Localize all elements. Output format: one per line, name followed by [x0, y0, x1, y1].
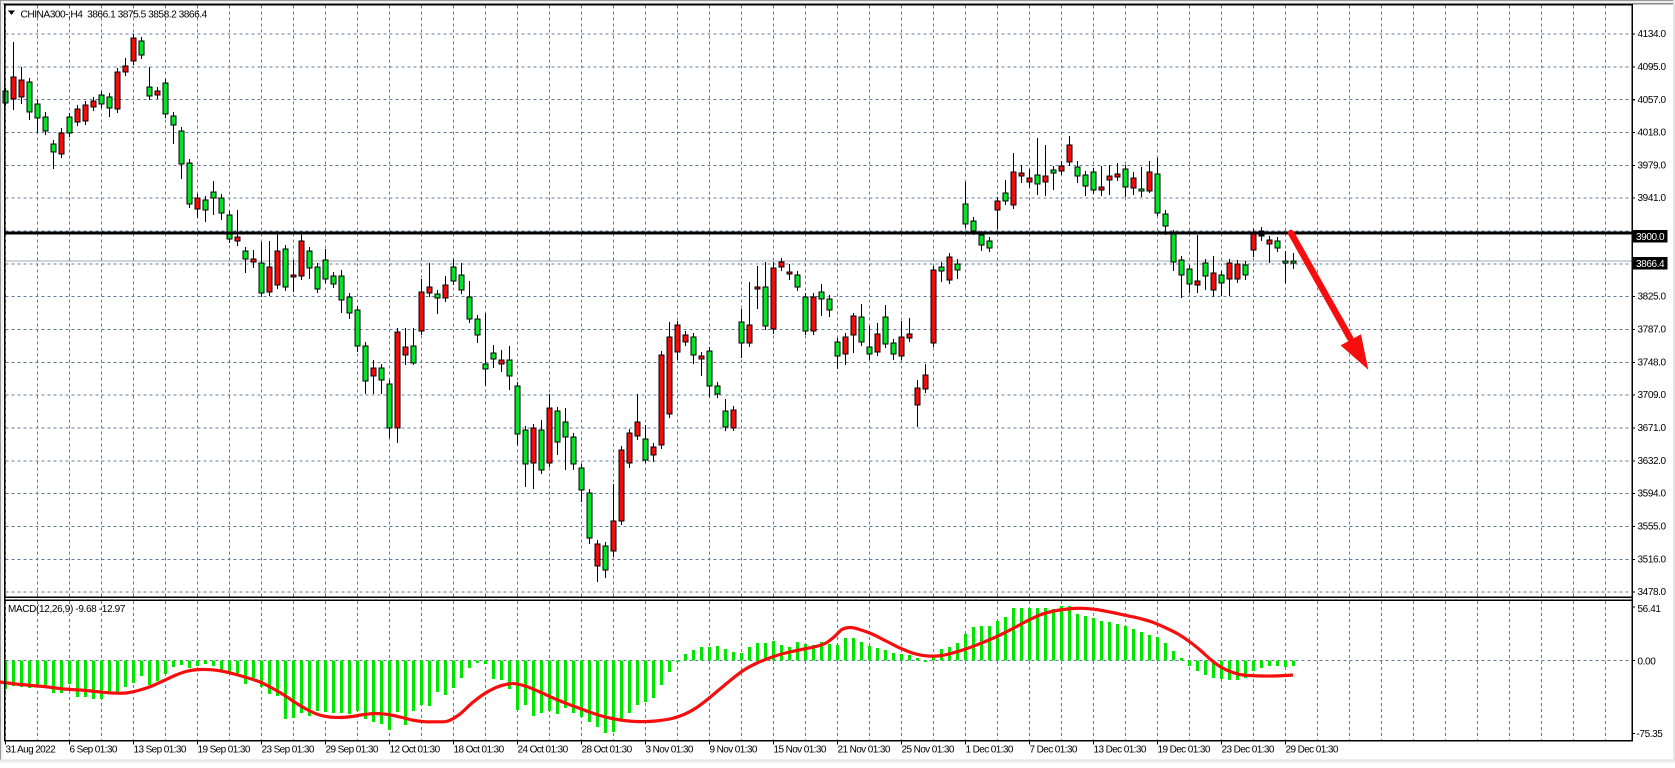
svg-text:29 Dec 01:30: 29 Dec 01:30	[1286, 745, 1339, 756]
svg-text:24 Oct 01:30: 24 Oct 01:30	[518, 745, 569, 756]
svg-text:3 Nov 01:30: 3 Nov 01:30	[646, 745, 694, 756]
svg-text:9 Nov 01:30: 9 Nov 01:30	[710, 745, 758, 756]
svg-text:3594.0: 3594.0	[1638, 489, 1667, 500]
svg-text:13 Sep 01:30: 13 Sep 01:30	[134, 745, 187, 756]
svg-text:4018.0: 4018.0	[1638, 128, 1667, 139]
svg-text:-75.35: -75.35	[1637, 729, 1664, 740]
svg-text:31 Aug 2022: 31 Aug 2022	[6, 745, 57, 756]
svg-text:23 Sep 01:30: 23 Sep 01:30	[262, 745, 315, 756]
svg-text:21 Nov 01:30: 21 Nov 01:30	[838, 745, 891, 756]
svg-text:7 Dec 01:30: 7 Dec 01:30	[1030, 745, 1078, 756]
svg-text:3866.4: 3866.4	[1636, 259, 1665, 270]
svg-text:12 Oct 01:30: 12 Oct 01:30	[390, 745, 441, 756]
svg-text:1 Dec 01:30: 1 Dec 01:30	[966, 745, 1014, 756]
svg-text:23 Dec 01:30: 23 Dec 01:30	[1222, 745, 1275, 756]
svg-text:3632.0: 3632.0	[1638, 456, 1667, 467]
svg-text:3709.0: 3709.0	[1638, 390, 1667, 401]
svg-text:56.41: 56.41	[1638, 604, 1662, 615]
svg-text:MACD(12,26,9) -9.68 -12.97: MACD(12,26,9) -9.68 -12.97	[8, 604, 126, 615]
svg-text:19 Dec 01:30: 19 Dec 01:30	[1158, 745, 1211, 756]
svg-text:4057.0: 4057.0	[1638, 95, 1667, 106]
svg-text:3516.0: 3516.0	[1638, 554, 1667, 565]
svg-text:CHINA300-,H4 3866.1 3875.5 38: CHINA300-,H4 3866.1 3875.5 3858.2 3866.4	[21, 9, 208, 20]
svg-text:3671.0: 3671.0	[1638, 423, 1667, 434]
svg-text:3748.0: 3748.0	[1638, 357, 1667, 368]
svg-text:3787.0: 3787.0	[1638, 325, 1667, 336]
svg-text:15 Nov 01:30: 15 Nov 01:30	[774, 745, 827, 756]
svg-text:3979.0: 3979.0	[1638, 160, 1667, 171]
svg-text:28 Oct 01:30: 28 Oct 01:30	[582, 745, 633, 756]
svg-text:3555.0: 3555.0	[1638, 522, 1667, 533]
svg-text:4134.0: 4134.0	[1638, 29, 1667, 40]
svg-text:18 Oct 01:30: 18 Oct 01:30	[454, 745, 505, 756]
svg-text:13 Dec 01:30: 13 Dec 01:30	[1094, 745, 1147, 756]
svg-text:19 Sep 01:30: 19 Sep 01:30	[198, 745, 251, 756]
svg-text:3941.0: 3941.0	[1638, 193, 1667, 204]
svg-text:3825.0: 3825.0	[1638, 292, 1667, 303]
svg-text:6 Sep 01:30: 6 Sep 01:30	[70, 745, 118, 756]
svg-text:25 Nov 01:30: 25 Nov 01:30	[902, 745, 955, 756]
svg-text:3478.0: 3478.0	[1638, 587, 1667, 598]
svg-text:3900.0: 3900.0	[1636, 232, 1665, 243]
svg-text:29 Sep 01:30: 29 Sep 01:30	[326, 745, 379, 756]
svg-text:4095.0: 4095.0	[1638, 62, 1667, 73]
svg-text:0.00: 0.00	[1638, 657, 1657, 668]
